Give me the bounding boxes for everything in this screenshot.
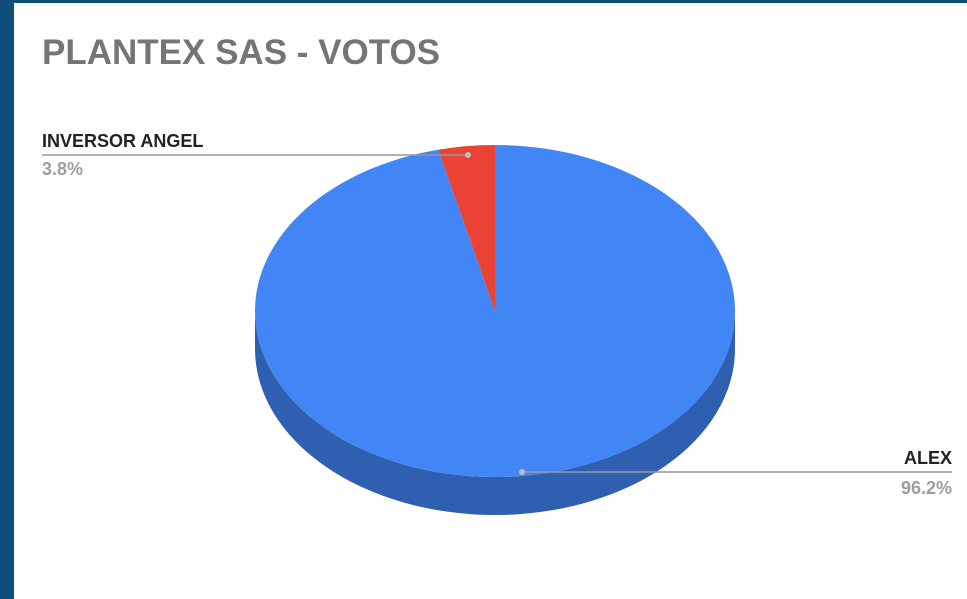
pie-slice-inversor-angel[interactable] xyxy=(438,145,495,311)
slice-label-alex: ALEX xyxy=(904,448,952,468)
chart-title: PLANTEX SAS - VOTOS xyxy=(42,33,441,72)
slice-value-inversor-angel: 3.8% xyxy=(42,159,83,179)
slice-value-alex: 96.2% xyxy=(901,478,952,498)
pie-chart: ALEX 96.2% INVERSOR ANGEL 3.8% xyxy=(42,131,952,515)
chart-card: PLANTEX SAS - VOTOS ALEX 96.2% INVERSOR AN… xyxy=(14,3,967,599)
pie-side-alex xyxy=(255,311,735,515)
leader-dot-inversor-angel xyxy=(465,152,471,158)
slice-label-inversor-angel: INVERSOR ANGEL xyxy=(42,131,203,151)
leader-dot-alex xyxy=(519,469,525,475)
pie-slice-alex[interactable] xyxy=(255,145,736,478)
